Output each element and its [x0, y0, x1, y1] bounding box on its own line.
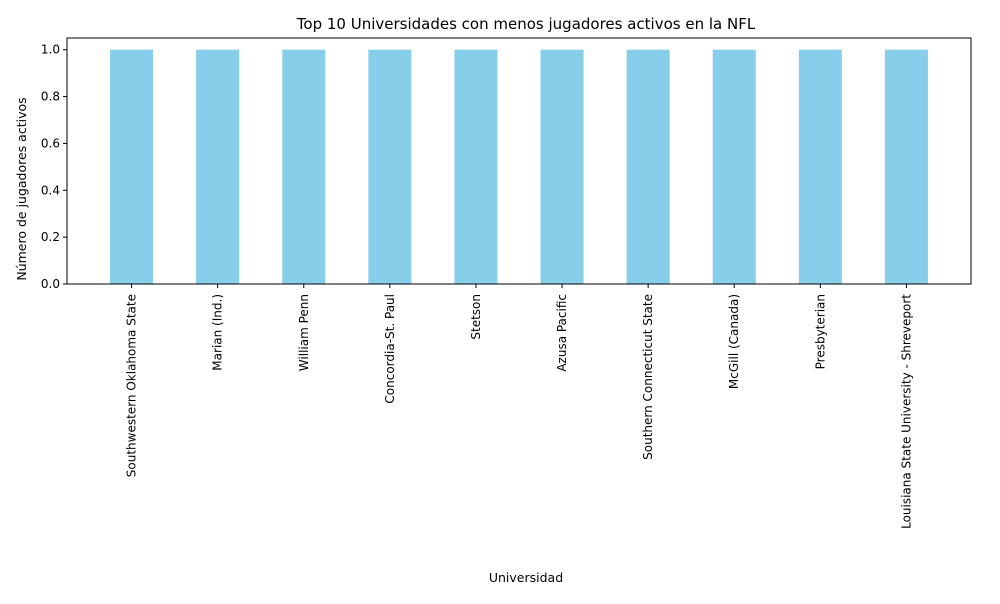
x-tick-label: Southern Connecticut State — [641, 294, 655, 460]
y-tick-label: 0.2 — [41, 230, 60, 244]
y-tick-label: 0.0 — [41, 277, 60, 291]
x-tick-label: Marian (Ind.) — [211, 294, 225, 371]
x-tick-label: Concordia-St. Paul — [383, 294, 397, 404]
bar — [454, 49, 498, 284]
bars-layer — [110, 49, 928, 284]
y-axis-label: Número de jugadores activos — [14, 97, 29, 280]
x-axis-ticks: Southwestern Oklahoma State Marian (Ind.)… — [125, 284, 913, 529]
x-tick-label: Stetson — [469, 294, 483, 340]
plot-frame — [66, 37, 972, 285]
x-axis-label: Universidad — [489, 570, 563, 585]
x-tick-label: McGill (Canada) — [727, 294, 741, 389]
x-tick-label: Azusa Pacific — [555, 294, 569, 372]
y-tick-label: 0.4 — [41, 183, 60, 197]
y-tick-label: 0.8 — [41, 90, 60, 104]
bar — [712, 49, 756, 284]
bar — [884, 49, 928, 284]
bar — [196, 49, 240, 284]
x-tick-label: William Penn — [297, 294, 311, 371]
bar — [368, 49, 412, 284]
bar — [282, 49, 326, 284]
y-tick-label: 1.0 — [41, 43, 60, 57]
bar — [540, 49, 584, 284]
bar — [626, 49, 670, 284]
bar — [110, 49, 154, 284]
y-tick-label: 0.6 — [41, 136, 60, 150]
bar — [798, 49, 842, 284]
x-tick-label: Presbyterian — [813, 294, 827, 369]
chart-title: Top 10 Universidades con menos jugadores… — [296, 15, 756, 33]
y-axis-ticks: 0.0 0.2 0.4 0.6 0.8 1.0 — [41, 43, 67, 291]
x-tick-label: Louisiana State University - Shreveport — [899, 294, 913, 529]
x-tick-label: Southwestern Oklahoma State — [125, 294, 139, 477]
